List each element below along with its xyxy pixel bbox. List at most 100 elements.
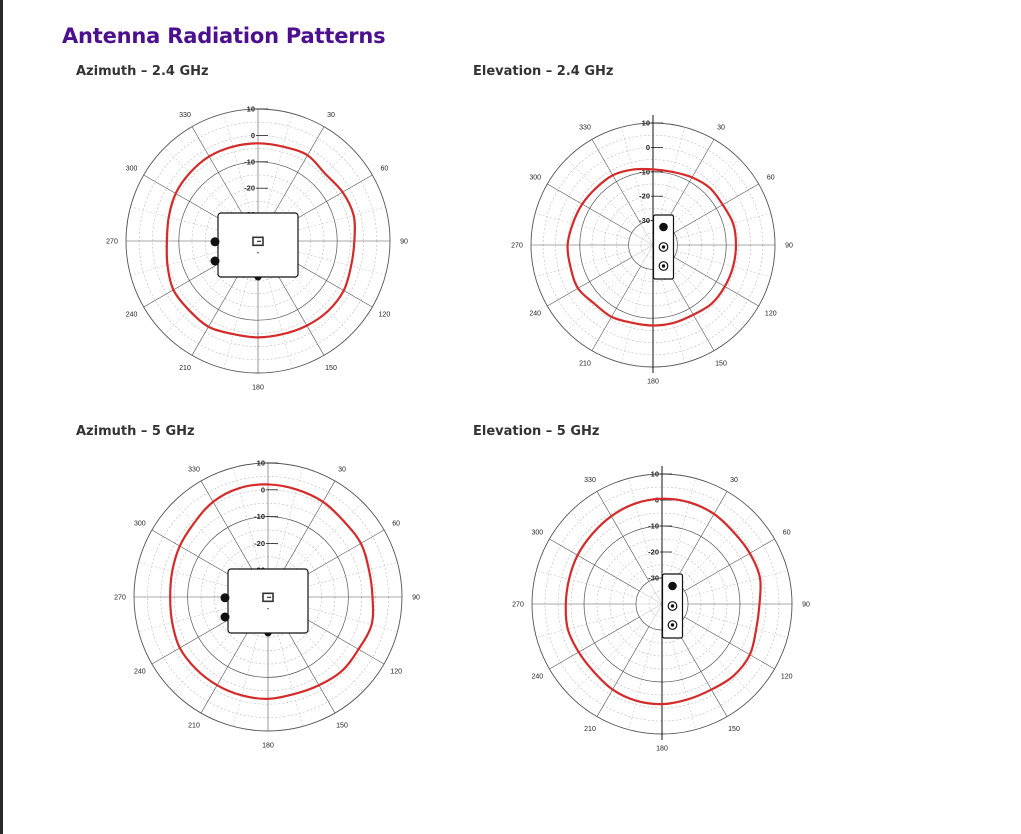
grid-spoke [668,478,696,579]
grid-spoke [569,511,644,586]
grid-spoke-inner [640,244,654,267]
grid-spoke [264,113,293,216]
grid-spoke [566,262,636,332]
device-port-center [661,245,666,249]
grid-spoke-inner [631,232,654,246]
grid-spoke [200,620,255,714]
grid-spoke [566,158,636,228]
grid-spoke [673,256,759,307]
angle-label: 180 [647,379,659,386]
angle-label: 30 [338,466,346,473]
device-port-center [670,623,675,627]
angle-label: 270 [511,243,523,250]
grid-spoke [223,266,252,369]
grid-spoke [687,610,788,638]
grid-spoke [283,247,386,276]
angle-label: 270 [512,602,524,609]
angle-label: 210 [584,726,596,733]
grid-spoke [674,626,728,717]
radiation-trace [566,167,738,327]
radiation-trace [169,483,375,700]
angle-label: 30 [717,125,725,132]
grid-spoke [536,610,637,638]
angle-label: 180 [656,746,668,753]
grid-spoke [547,183,633,234]
angle-label: 120 [390,669,402,676]
grid-spoke [676,251,771,277]
angle-label: 150 [715,360,727,367]
db-label: -20 [244,184,255,193]
angle-label: 210 [179,365,191,372]
chart-title-elevation-24: Elevation – 2.4 GHz [473,64,614,79]
grid-spoke [274,622,303,727]
grid-spoke [130,247,233,276]
grid-spoke [200,480,255,574]
angle-label: 300 [531,530,543,537]
device-led [257,251,259,254]
grid-spoke [233,467,262,572]
angle-label: 270 [114,595,126,602]
window-edge [0,0,3,834]
grid-spoke [591,265,642,351]
angle-label: 90 [412,595,420,602]
angle-label: 90 [400,239,408,246]
grid-spoke [596,491,650,582]
db-label: 0 [261,485,265,494]
db-label: -10 [639,167,650,176]
grid-spoke [621,268,647,363]
grid-spoke [687,570,788,598]
device-logo [252,236,264,247]
grid-spoke [270,126,325,219]
grid-spoke-inner [648,581,663,605]
db-label: 0 [646,143,650,152]
grid-spoke [191,263,246,356]
angle-label: 240 [126,312,138,319]
angle-label: 330 [579,125,591,132]
grid-spoke [286,502,363,579]
db-label: 10 [651,470,659,479]
db-label: -10 [648,522,659,531]
angle-label: 300 [134,521,146,528]
grid-spoke [536,570,637,598]
grid-spoke [130,206,233,235]
angle-label: 180 [262,743,274,750]
angle-label: 210 [188,723,200,730]
angle-label: 330 [188,466,200,473]
grid-spoke-inner [639,603,663,618]
grid-spoke [164,147,240,223]
angle-label: 300 [529,175,541,182]
grid-spoke [659,268,685,363]
grid-spoke [670,262,740,332]
grid-spoke [673,183,759,234]
angle-label: 60 [783,530,791,537]
device-port-center [661,264,666,268]
grid-spoke-inner [631,244,654,258]
db-label: -30 [639,216,650,225]
device-connector [220,612,230,622]
angle-label: 180 [252,385,264,392]
radiation-trace [564,497,762,706]
grid-spoke [684,616,775,670]
angle-label: 30 [730,477,738,484]
device-connector [220,593,230,603]
angle-label: 210 [579,360,591,367]
grid-spoke [596,626,650,717]
db-label: 10 [257,459,265,468]
grid-spoke [549,538,640,592]
grid-spoke [628,478,656,579]
grid-spoke [274,467,303,572]
grid-spoke [223,113,252,216]
chart-title-azimuth-24: Azimuth – 2.4 GHz [76,64,209,79]
angle-label: 150 [336,723,348,730]
angle-label: 60 [767,175,775,182]
grid-spoke [628,629,656,730]
db-label: -20 [648,548,659,557]
angle-label: 270 [106,239,118,246]
grid-spoke-inner [639,590,663,605]
page-title: Antenna Radiation Patterns [62,24,386,48]
db-label: -10 [254,512,265,521]
grid-spoke [668,629,696,730]
grid-spoke-inner [648,603,663,627]
device-connector [210,256,220,266]
chart-title-azimuth-5: Azimuth – 5 GHz [76,424,195,439]
